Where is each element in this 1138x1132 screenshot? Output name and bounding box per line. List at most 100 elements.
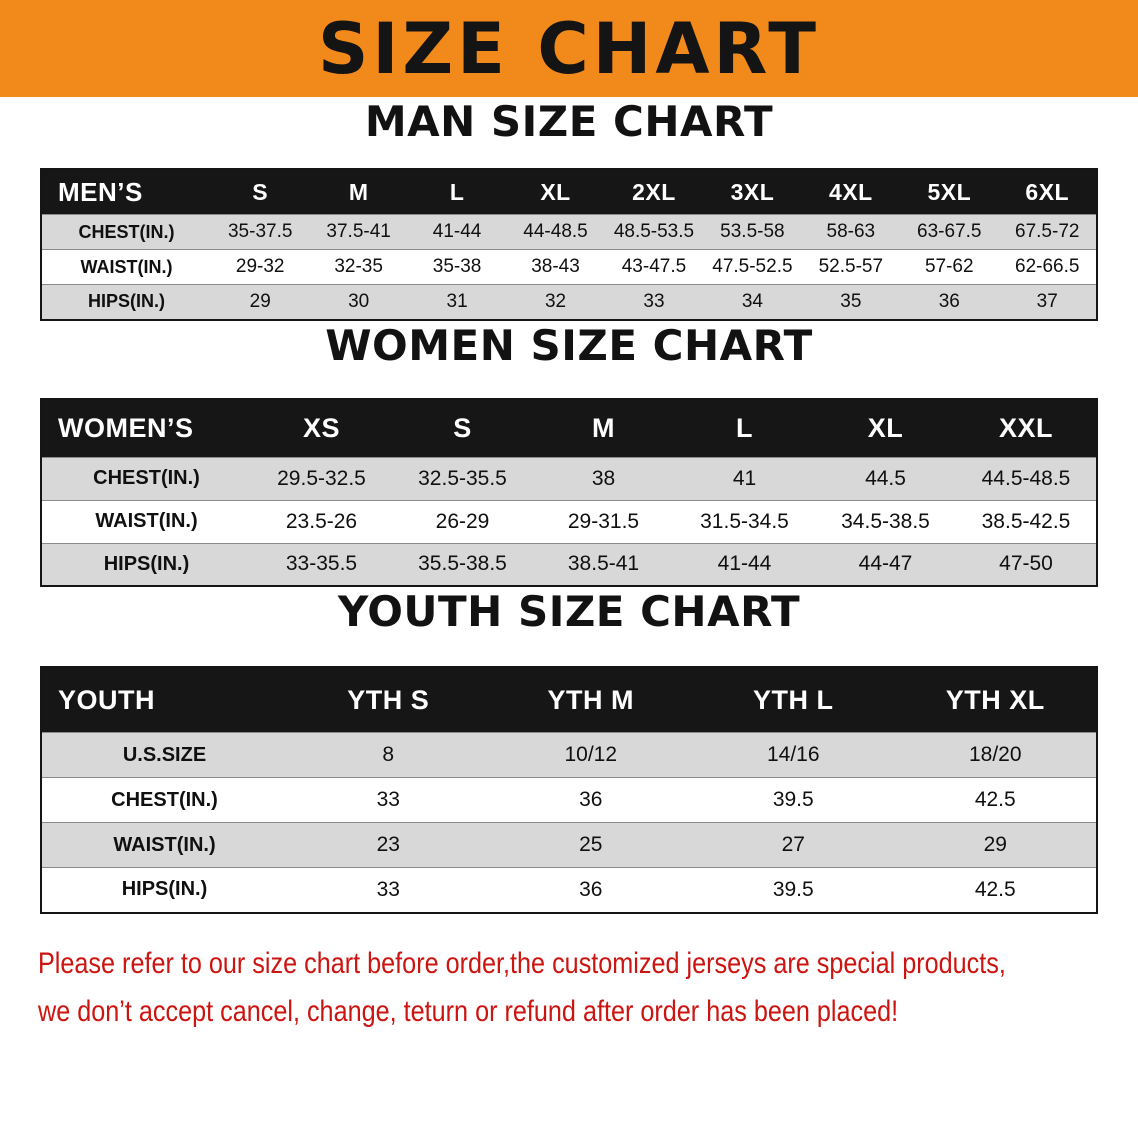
table-title-cell: YOUTH (41, 667, 287, 733)
value-cell: 32.5-35.5 (418, 466, 507, 490)
size-header-cell: YTH S (287, 667, 490, 733)
youth-section: YOUTH SIZE CHART YOUTH YTH S YTH M YTH L YTH… (0, 587, 1138, 914)
value-cell: 44.5-48.5 (981, 466, 1071, 490)
disclaimer: Please refer to our size chart before or… (38, 940, 1138, 1036)
table-title-cell: WOMEN’S (41, 398, 251, 457)
page-title: SIZE CHART (317, 7, 821, 90)
size-header-cell: YTH XL (894, 667, 1097, 733)
value-cell: 23.5-26 (285, 509, 358, 533)
size-header-cell: YTH L (692, 667, 895, 733)
size-header-cell: 4XL (801, 169, 901, 215)
table-header-row: MEN’S S M L XL 2XL 3XL 4XL 5XL 6XL (41, 169, 1097, 215)
row-label-cell: CHEST(IN.) (93, 467, 200, 489)
value-cell: 33 (376, 788, 400, 811)
value-cell: 38.5-41 (567, 552, 640, 576)
value-cell: 23 (376, 833, 400, 856)
value-cell: 29.5-32.5 (277, 466, 366, 490)
value-cell: 29-32 (235, 256, 285, 277)
table-header-row: WOMEN’S XS S M L XL XXL (41, 398, 1097, 457)
table-row: WAIST(IN.) 23 25 27 29 (41, 822, 1097, 868)
size-header-cell: M (533, 398, 674, 457)
table-row: HIPS(IN.) 33-35.5 35.5-38.5 38.5-41 41-44 44-… (41, 543, 1097, 586)
value-cell: 18/20 (968, 743, 1022, 766)
disclaimer-line-1: Please refer to our size chart before or… (38, 946, 1006, 980)
value-cell: 44-47 (858, 552, 913, 576)
value-cell: 39.5 (772, 788, 814, 811)
value-cell: 36 (579, 788, 603, 811)
size-header-cell: 6XL (998, 169, 1097, 215)
youth-size-table: YOUTH YTH S YTH M YTH L YTH XL U.S.SIZE 8 10/12… (40, 666, 1098, 914)
value-cell: 35-38 (432, 256, 482, 277)
row-label-cell: WAIST(IN.) (80, 256, 173, 277)
size-header-cell: XL (506, 169, 605, 215)
size-header-cell: L (674, 398, 815, 457)
size-header-cell: YTH M (489, 667, 692, 733)
value-cell: 33 (376, 877, 400, 901)
value-cell: 10/12 (564, 743, 618, 766)
table-row: CHEST(IN.) 33 36 39.5 42.5 (41, 777, 1097, 823)
value-cell: 58-63 (826, 221, 876, 242)
row-label-cell: CHEST(IN.) (111, 788, 218, 811)
value-cell: 35.5-38.5 (418, 552, 507, 576)
men-section-heading: MAN SIZE CHART (364, 97, 774, 146)
size-header-cell: 5XL (900, 169, 999, 215)
size-header-cell: XXL (956, 398, 1097, 457)
value-cell: 33-35.5 (285, 552, 358, 576)
size-header-cell: S (392, 398, 533, 457)
value-cell: 25 (579, 833, 603, 856)
table-row: HIPS(IN.) 33 36 39.5 42.5 (41, 867, 1097, 913)
value-cell: 38-43 (531, 256, 580, 277)
value-cell: 14/16 (766, 743, 820, 766)
value-cell: 48.5-53.5 (613, 221, 695, 242)
value-cell: 53.5-58 (720, 221, 785, 242)
value-cell: 32 (544, 290, 567, 312)
value-cell: 42.5 (974, 788, 1016, 811)
row-label-cell: WAIST(IN.) (95, 510, 198, 532)
value-cell: 62-66.5 (1015, 256, 1080, 277)
row-label-cell: WAIST(IN.) (113, 833, 216, 856)
value-cell: 34.5-38.5 (841, 509, 930, 533)
table-row: HIPS(IN.) 29 30 31 32 33 34 35 36 37 (41, 284, 1097, 320)
size-header-cell: S (211, 169, 310, 215)
size-header-cell: L (407, 169, 507, 215)
value-cell: 31.5-34.5 (700, 509, 789, 533)
value-cell: 43-47.5 (621, 256, 687, 277)
size-header-cell: 3XL (703, 169, 802, 215)
table-row: CHEST(IN.) 29.5-32.5 32.5-35.5 38 41 44.5 44.5… (41, 457, 1097, 500)
value-cell: 41 (732, 466, 757, 490)
value-cell: 30 (348, 290, 370, 312)
value-cell: 29-31.5 (567, 509, 640, 533)
value-cell: 63-67.5 (917, 221, 982, 242)
value-cell: 37 (1036, 290, 1058, 312)
men-section: MAN SIZE CHART MEN’S S M L XL 2XL 3XL 4XL 5XL 6XL… (0, 97, 1138, 321)
row-label-cell: U.S.SIZE (122, 743, 207, 766)
value-cell: 67.5-72 (1015, 221, 1080, 242)
value-cell: 44-48.5 (523, 221, 588, 242)
value-cell: 36 (579, 877, 603, 901)
row-label-cell: HIPS(IN.) (87, 291, 165, 312)
value-cell: 41-44 (432, 221, 482, 242)
value-cell: 47-50 (999, 552, 1053, 576)
table-row: U.S.SIZE 8 10/12 14/16 18/20 (41, 732, 1097, 778)
value-cell: 39.5 (772, 877, 814, 901)
women-section-heading: WOMEN SIZE CHART (325, 320, 813, 370)
value-cell: 38.5-42.5 (981, 509, 1071, 533)
size-header-cell: M (309, 169, 408, 215)
value-cell: 35 (840, 290, 862, 312)
value-cell: 32-35 (334, 256, 383, 277)
value-cell: 41-44 (717, 552, 772, 576)
value-cell: 35-37.5 (227, 221, 293, 242)
table-row: WAIST(IN.) 29-32 32-35 35-38 38-43 43-47.5 47.… (41, 249, 1097, 285)
size-header-cell: 2XL (604, 169, 704, 215)
table-row: WAIST(IN.) 23.5-26 26-29 29-31.5 31.5-34.5 34… (41, 500, 1097, 543)
value-cell: 44.5 (865, 466, 906, 490)
value-cell: 29 (983, 833, 1007, 856)
size-chart-page: SIZE CHART MAN SIZE CHART MEN’S S M L XL 2XL 3… (0, 0, 1138, 1036)
table-title-cell: MEN’S (41, 169, 211, 215)
value-cell: 29 (249, 290, 271, 312)
value-cell: 31 (446, 290, 468, 312)
value-cell: 47.5-52.5 (712, 256, 793, 277)
size-header-cell: XS (251, 398, 392, 457)
value-cell: 34 (741, 290, 763, 312)
value-cell: 27 (781, 833, 805, 856)
